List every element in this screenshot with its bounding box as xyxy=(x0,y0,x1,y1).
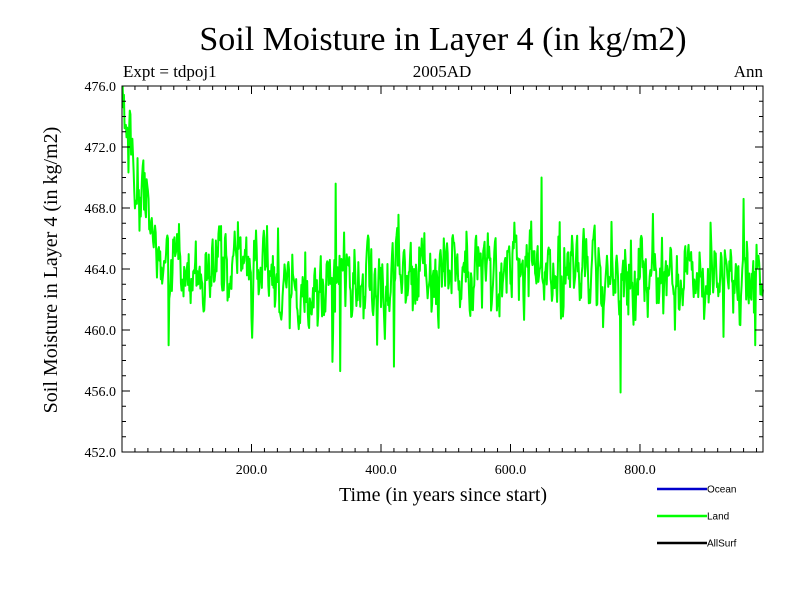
expt-label: Expt = tdpoj1 xyxy=(123,62,217,81)
y-tick-label: 468.0 xyxy=(85,202,117,217)
x-tick-label: 600.0 xyxy=(495,463,527,478)
chart-title: Soil Moisture in Layer 4 (in kg/m2) xyxy=(199,21,686,58)
y-tick-label: 456.0 xyxy=(85,385,117,400)
legend-label-ocean: Ocean xyxy=(707,485,736,496)
tick-label-layer: 200.0 400.0 600.0 800.0 452.0 456.0 460.0 464.0… xyxy=(85,80,656,478)
y-tick-label: 460.0 xyxy=(85,324,117,339)
y-tick-label: 472.0 xyxy=(85,141,117,156)
tick-layer xyxy=(122,85,763,453)
x-tick-label: 200.0 xyxy=(236,463,268,478)
series-layer xyxy=(121,85,764,394)
legend-label-land: Land xyxy=(707,512,729,523)
series-line-land xyxy=(121,85,764,394)
y-tick-label: 464.0 xyxy=(85,263,117,278)
legend-label-allsurf: AllSurf xyxy=(707,539,737,550)
x-tick-label: 800.0 xyxy=(624,463,656,478)
legend: Ocean Land AllSurf xyxy=(657,485,737,550)
y-tick-label: 452.0 xyxy=(85,446,117,461)
x-axis-label: Time (in years since start) xyxy=(339,484,547,506)
year-label: 2005AD xyxy=(413,62,472,81)
y-axis-label: Soil Moisture in Layer 4 (in kg/m2) xyxy=(40,127,62,414)
y-tick-label: 476.0 xyxy=(85,80,117,95)
season-label: Ann xyxy=(734,62,764,81)
x-tick-label: 400.0 xyxy=(365,463,397,478)
